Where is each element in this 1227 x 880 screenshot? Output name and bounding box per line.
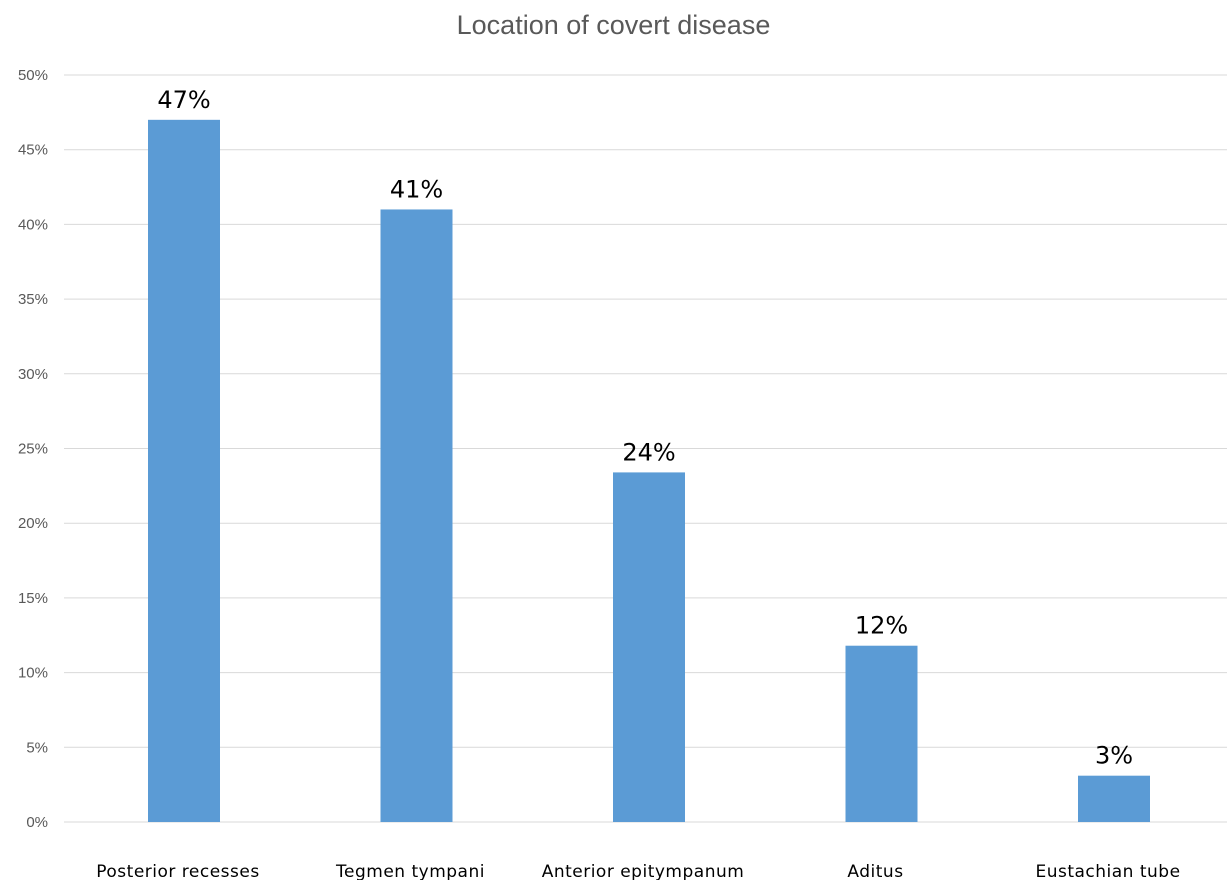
x-tick-label: Posterior recesses: [96, 862, 259, 880]
data-label: 3%: [1095, 742, 1133, 770]
data-label: 47%: [157, 86, 210, 114]
y-tick-label: 0%: [26, 814, 48, 831]
bar: [845, 645, 918, 822]
bar: [380, 209, 453, 822]
y-tick-label: 15%: [18, 590, 48, 607]
x-tick-label: Aditus: [847, 862, 903, 880]
y-tick-label: 25%: [18, 441, 48, 458]
bar: [148, 119, 220, 822]
y-tick-label: 20%: [18, 515, 48, 532]
y-tick-label: 35%: [18, 291, 48, 308]
bar: [1078, 775, 1150, 822]
y-tick-label: 10%: [18, 665, 48, 682]
y-tick-label: 50%: [18, 67, 48, 84]
bar: [613, 472, 685, 822]
y-tick-label: 40%: [18, 216, 48, 233]
data-label: 41%: [390, 175, 443, 203]
y-tick-label: 45%: [18, 142, 48, 159]
data-label: 12%: [855, 612, 908, 640]
x-tick-label: Tegmen tympani: [335, 862, 485, 880]
x-tick-label: Anterior epitympanum: [542, 862, 745, 880]
x-tick-label: Eustachian tube: [1035, 862, 1180, 880]
y-tick-label: 30%: [18, 366, 48, 383]
chart-title: Location of covert disease: [456, 10, 771, 40]
y-tick-label: 5%: [26, 739, 48, 756]
data-label: 24%: [622, 438, 675, 466]
